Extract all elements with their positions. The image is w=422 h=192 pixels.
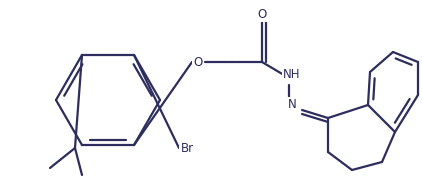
Text: NH: NH — [283, 69, 301, 81]
Text: N: N — [288, 98, 296, 112]
Text: O: O — [193, 55, 203, 69]
Text: Br: Br — [181, 142, 194, 155]
Text: O: O — [257, 7, 267, 21]
